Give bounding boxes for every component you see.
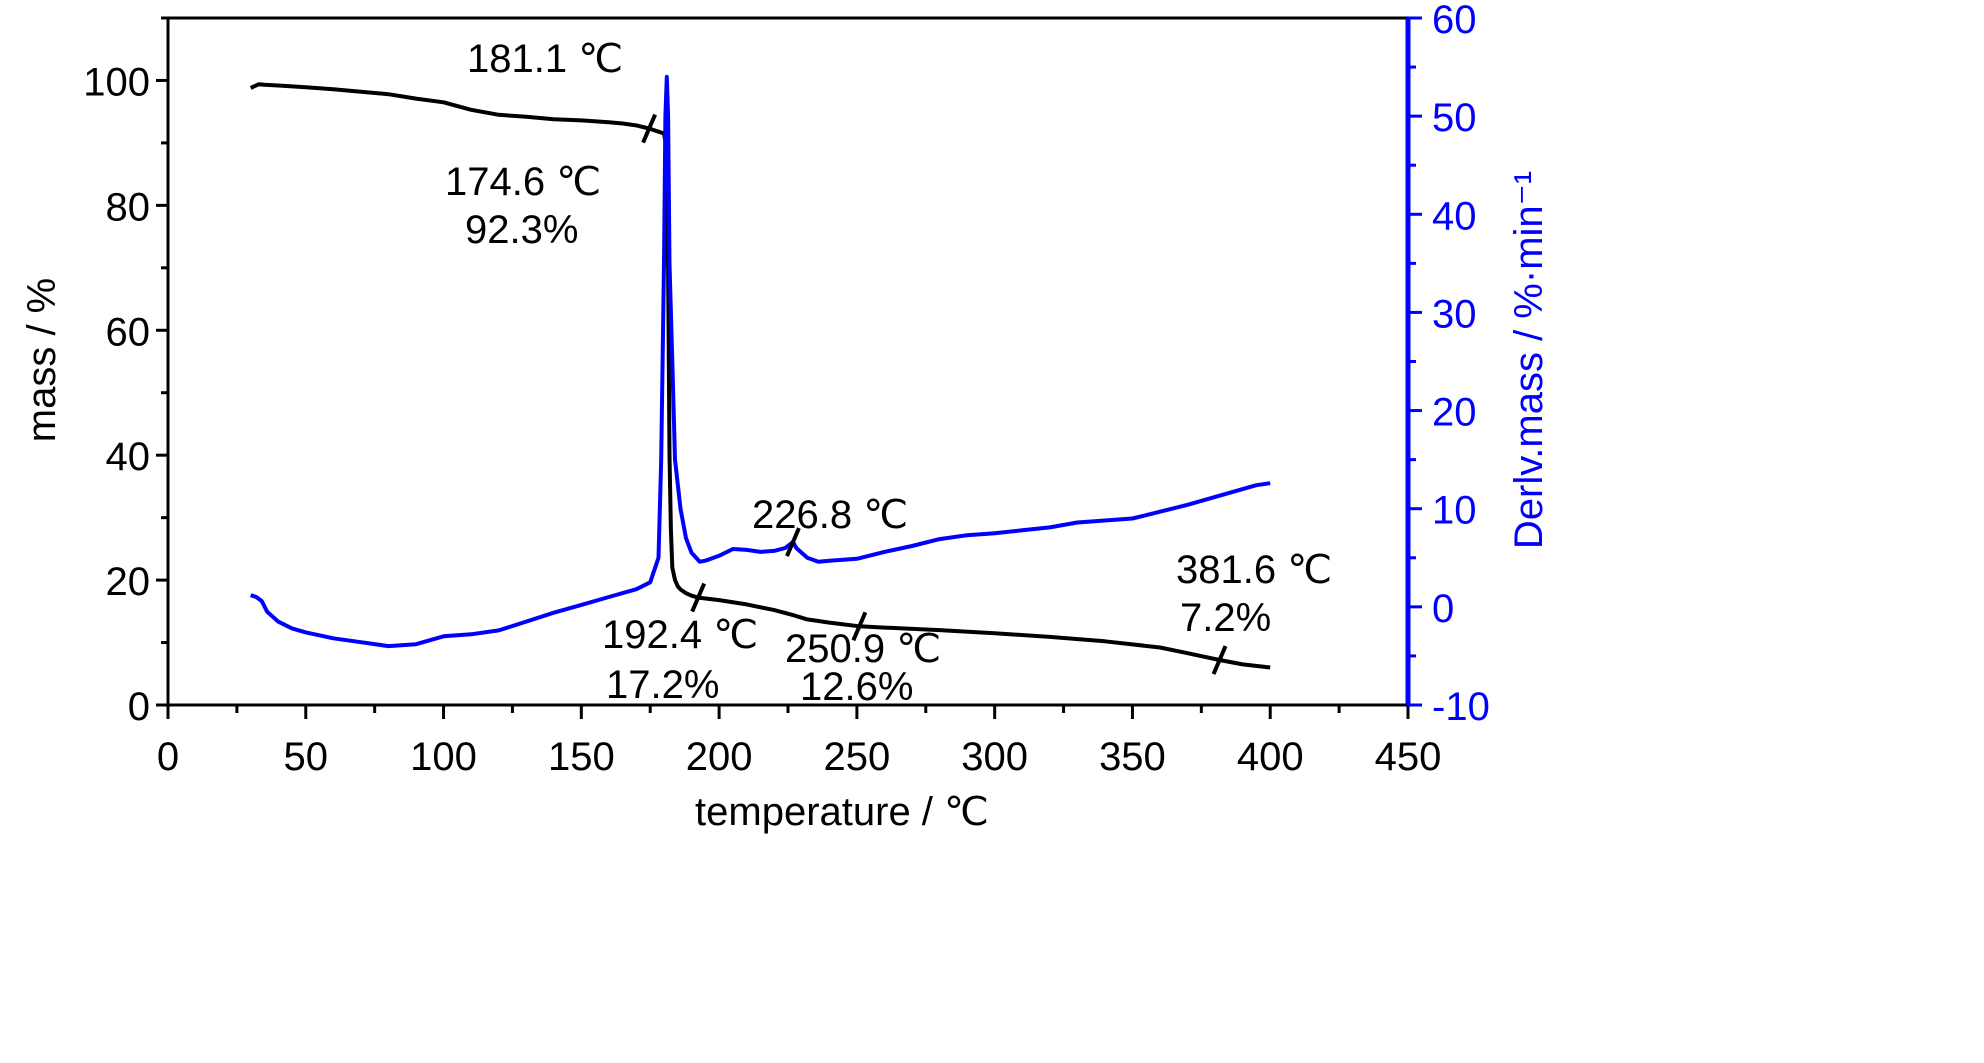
x-tick-label: 200 [686, 735, 753, 779]
annotation-label: 7.2% [1180, 596, 1271, 640]
annotation-label: 17.2% [606, 663, 719, 707]
x-tick-label: 100 [410, 735, 477, 779]
annotation-label: 226.8 ℃ [752, 493, 908, 537]
y-right-tick-label: 60 [1432, 0, 1477, 42]
y-left-tick-label: 80 [106, 185, 151, 229]
annotation-label: 174.6 ℃ [445, 160, 601, 204]
x-tick-label: 300 [961, 735, 1028, 779]
x-axis-label: temperature / ℃ [695, 790, 989, 834]
y-right-tick-label: 20 [1432, 391, 1477, 435]
y-right-tick-label: 30 [1432, 292, 1477, 336]
x-tick-label: 350 [1099, 735, 1166, 779]
annotation-label: 381.6 ℃ [1176, 548, 1332, 592]
annotation-label: 181.1 ℃ [467, 37, 623, 81]
annotation-label: 12.6% [800, 665, 913, 709]
y-right-tick-label: 50 [1432, 96, 1477, 140]
series-layer [249, 74, 1271, 670]
annotation-layer: 181.1 ℃ 174.6 ℃92.3% 226.8 ℃ 192.4 ℃ 17.2% 25… [445, 37, 1332, 709]
y-axis-right-label: Derlv.mass / %·min⁻¹ [1507, 171, 1551, 549]
x-tick-label: 400 [1237, 735, 1304, 779]
mass-line [249, 82, 1271, 670]
y-right-tick-label: 40 [1432, 194, 1477, 238]
y-left-tick-label: 100 [83, 60, 150, 104]
onset-marker [690, 582, 707, 613]
tga-chart: 0 50 100 150 200 250 300 350 400 450020406080100-… [20, 0, 1551, 834]
onset-marker [1211, 645, 1228, 675]
derivative-mass-line [250, 74, 1271, 649]
y-right-tick-label: 10 [1432, 489, 1477, 533]
annotation-label: 192.4 ℃ [602, 613, 758, 657]
onset-marker [641, 113, 657, 144]
x-tick-label: 250 [824, 735, 891, 779]
y-left-tick-label: 0 [128, 685, 150, 729]
ticks-layer: 0 50 100 150 200 250 300 350 400 450020406080100-… [83, 0, 1490, 779]
annotation-label: 92.3% [465, 208, 578, 252]
x-tick-label: 0 [157, 735, 179, 779]
onset-marker [785, 527, 801, 557]
y-right-tick-label: -10 [1432, 685, 1490, 729]
y-right-tick-label: 0 [1432, 587, 1454, 631]
y-left-tick-label: 40 [106, 435, 151, 479]
x-tick-label: 50 [284, 735, 329, 779]
x-tick-label: 450 [1375, 735, 1442, 779]
x-tick-label: 150 [548, 735, 615, 779]
y-axis-left-label: mass / % [20, 278, 64, 442]
y-left-tick-label: 60 [106, 310, 151, 354]
y-left-tick-label: 20 [106, 560, 151, 604]
annotation-label: 250.9 ℃ [785, 627, 941, 671]
onset-marker [851, 611, 868, 642]
